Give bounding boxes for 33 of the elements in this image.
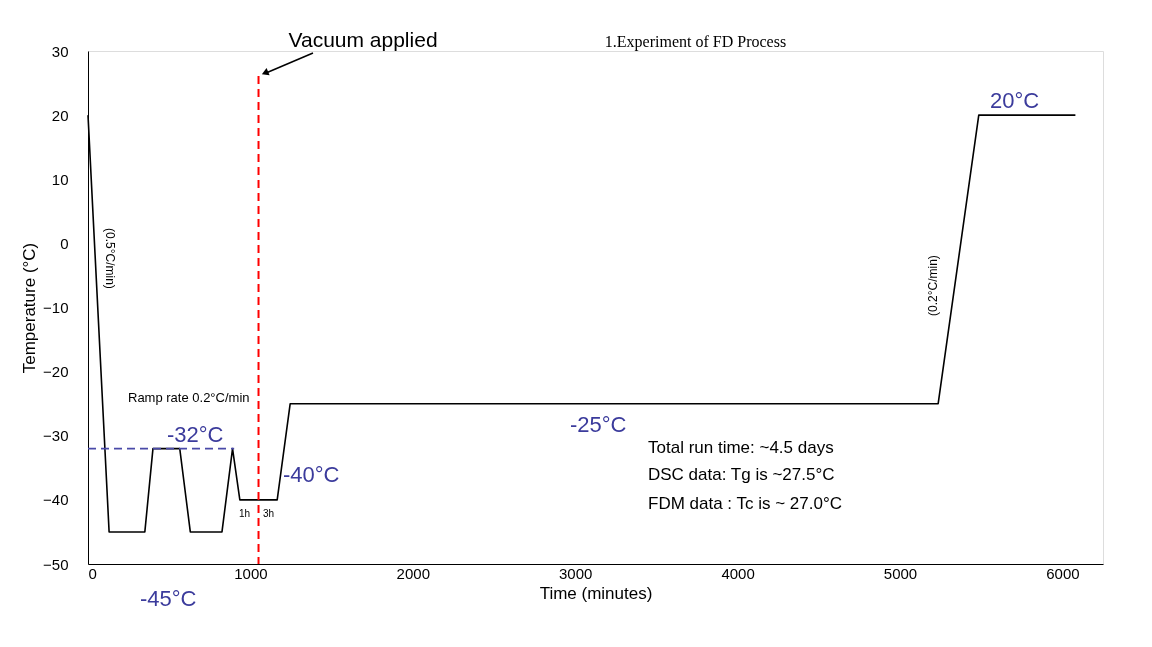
annotation: 20°C xyxy=(990,88,1040,113)
annotation: -25°C xyxy=(570,412,627,437)
x-tick-label: 6000 xyxy=(1046,564,1080,582)
annotation: (0.2°C/min) xyxy=(926,255,940,316)
x-tick-label: 5000 xyxy=(883,564,918,582)
x-tick-label: 2000 xyxy=(396,564,430,582)
ref-line-label: Vacuum applied xyxy=(288,28,438,51)
y-tick-label: −10 xyxy=(43,299,69,316)
x-tick-label: 0 xyxy=(88,564,97,582)
y-tick-label: 30 xyxy=(51,42,69,60)
x-tick-label: 1000 xyxy=(234,564,268,582)
annotation: Ramp rate 0.2°C/min xyxy=(128,390,250,405)
x-axis-title: Time (minutes) xyxy=(539,583,653,603)
y-tick-label: −30 xyxy=(43,427,69,445)
annotation: -32°C xyxy=(167,422,224,447)
annotation: (0.5°C/min) xyxy=(103,228,117,289)
y-tick-label: −50 xyxy=(43,555,69,573)
x-tick-label: 4000 xyxy=(721,564,755,582)
y-tick-label: −40 xyxy=(43,491,69,509)
annotation: -40°C xyxy=(283,462,340,487)
text: -45°C xyxy=(140,586,197,611)
annotation: FDM data : Tc is ~ 27.0°C xyxy=(648,494,843,513)
y-tick-label: 0 xyxy=(60,234,69,252)
y-axis-title: Temperature (°C) xyxy=(20,242,40,374)
annotation: 1h xyxy=(239,508,251,519)
x-tick-label: 3000 xyxy=(559,564,593,582)
y-tick-label: 10 xyxy=(51,170,69,188)
annotation: DSC data: Tg is ~27.5°C xyxy=(648,465,835,484)
annotation: 3h xyxy=(263,508,275,519)
chart-title: 1.Experiment of FD Process xyxy=(604,33,787,51)
annotation: Total run time: ~4.5 days xyxy=(648,438,834,457)
y-tick-label: −20 xyxy=(43,363,69,381)
y-tick-label: 20 xyxy=(51,106,69,124)
